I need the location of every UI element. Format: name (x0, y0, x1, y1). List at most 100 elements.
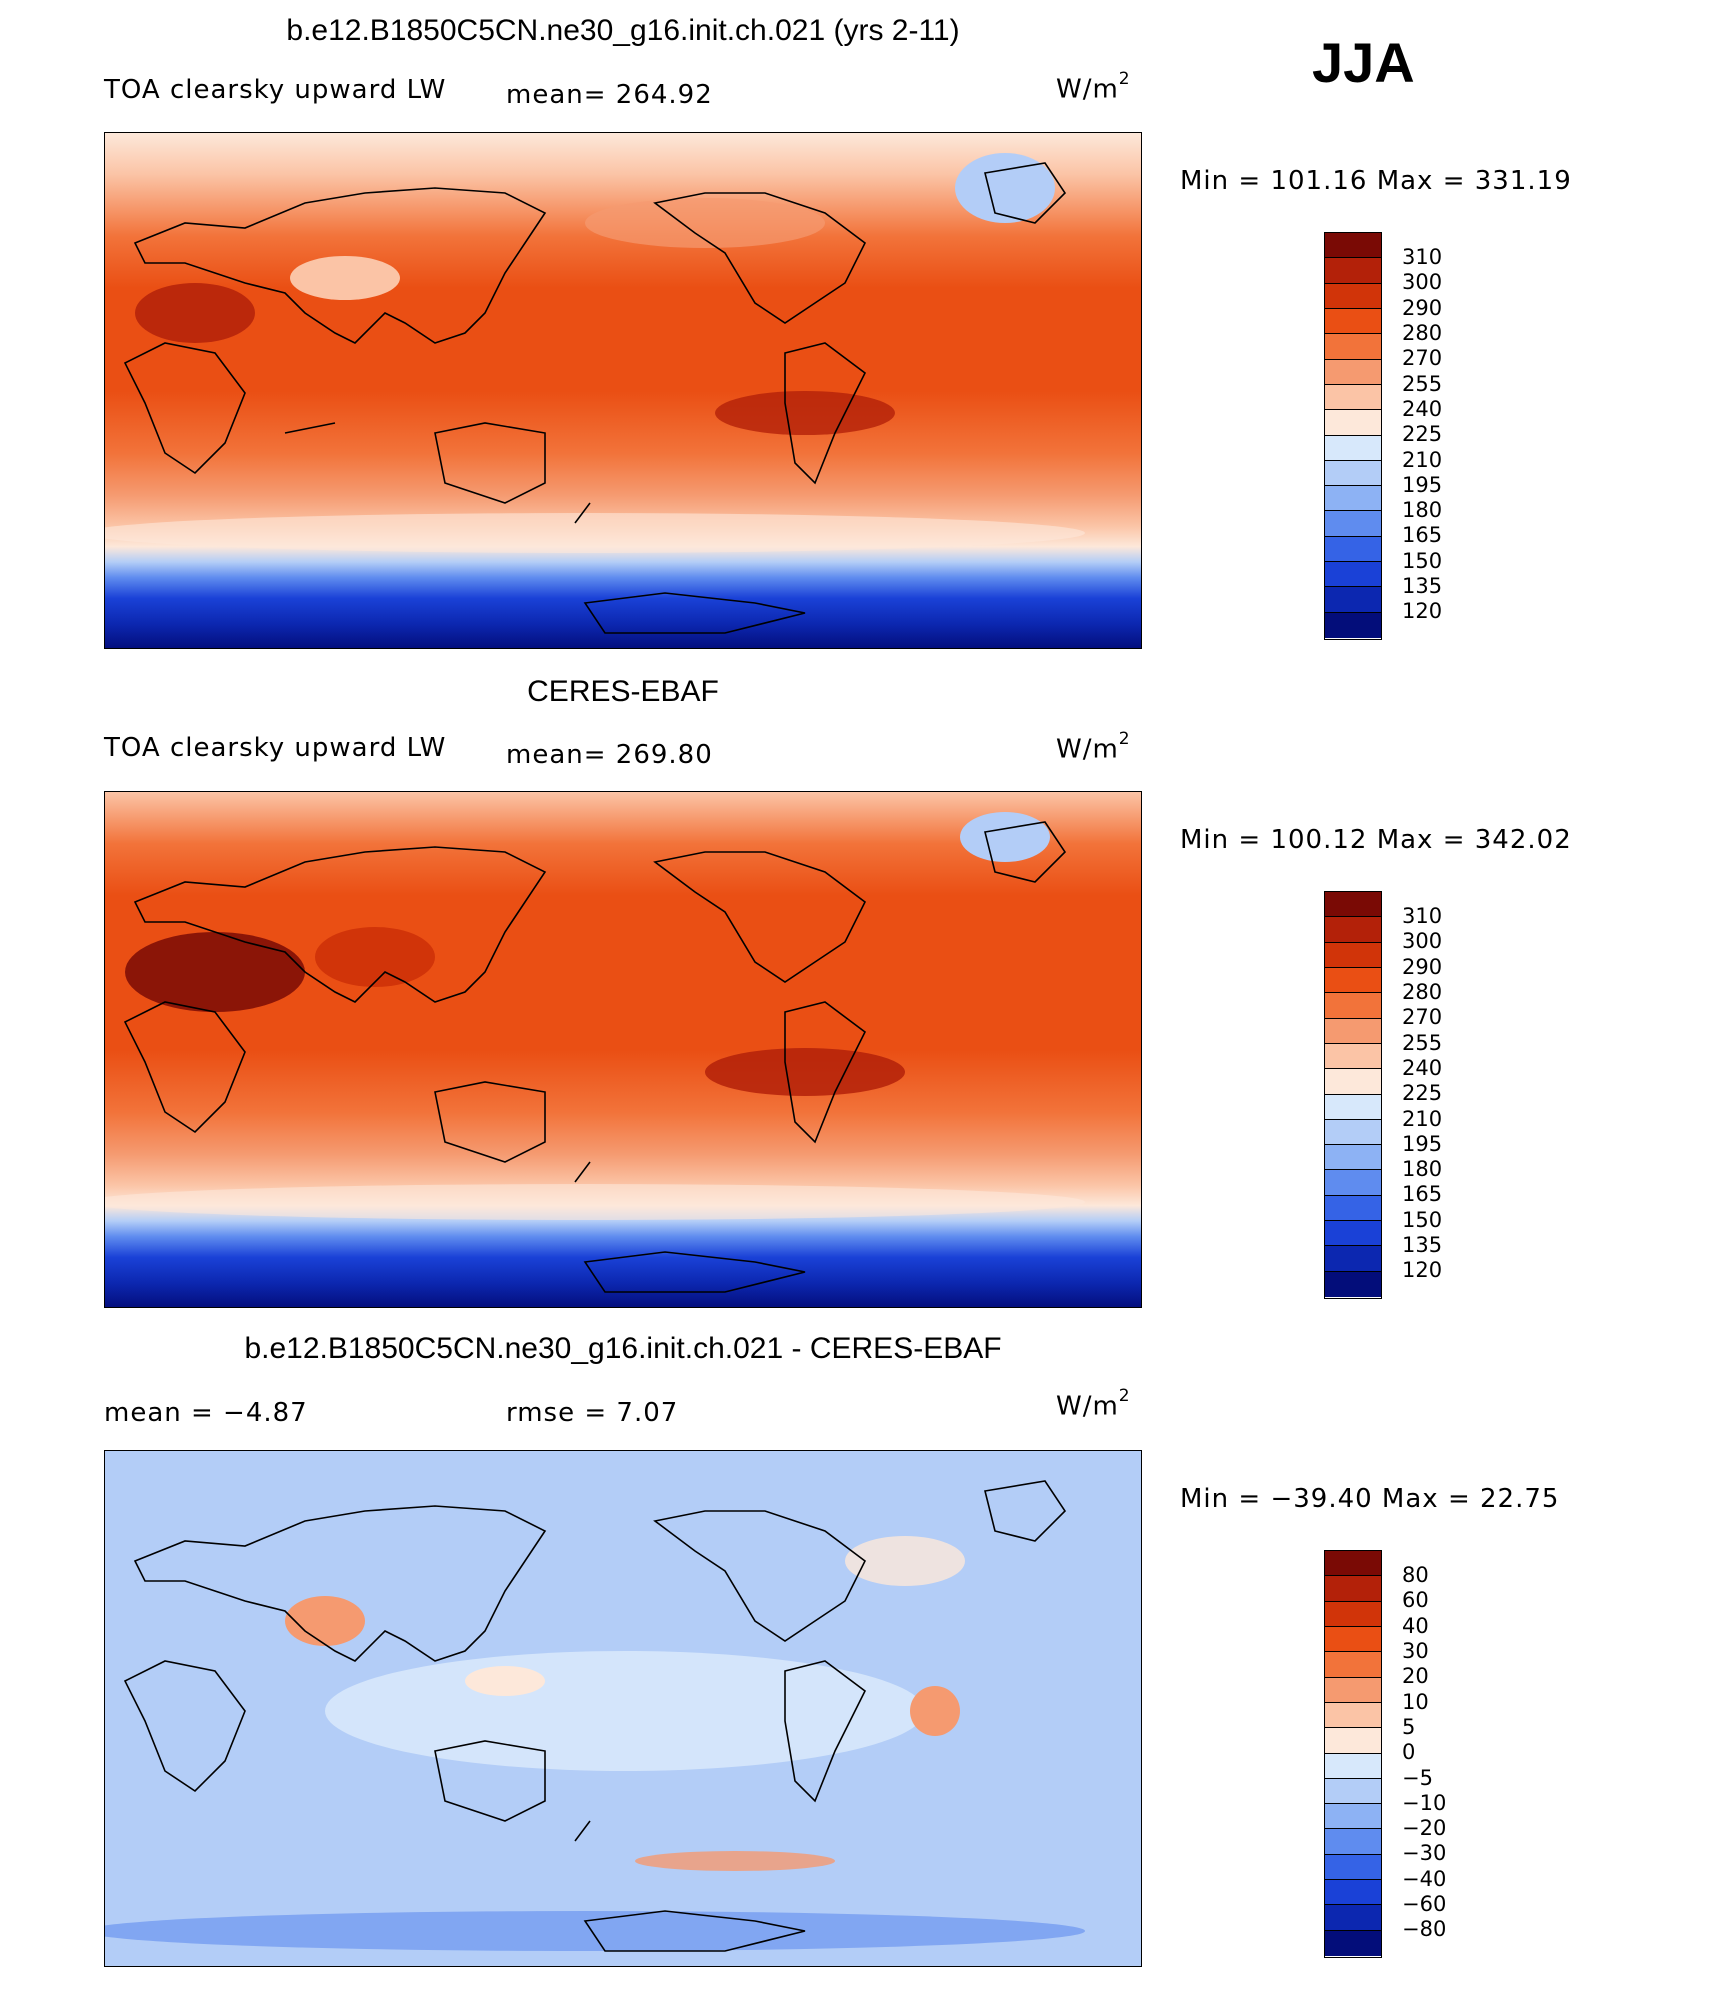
colorbar-swatch (1325, 1753, 1381, 1779)
colorbar-swatch (1325, 1778, 1381, 1805)
colorbar-swatch (1325, 435, 1381, 461)
colorbar-tick-label: 195 (1402, 472, 1443, 497)
panel-3-map (104, 1450, 1142, 1967)
colorbar-swatch (1325, 1626, 1381, 1653)
colorbar-tick-label: −80 (1402, 1917, 1447, 1942)
colorbar-tick-label: 225 (1402, 422, 1443, 447)
colorbar-swatch (1325, 942, 1381, 968)
colorbar-tick-label: 180 (1402, 1157, 1443, 1182)
colorbar-swatch (1325, 486, 1381, 512)
colorbar-swatch (1325, 1551, 1381, 1577)
colorbar-swatch (1325, 1576, 1381, 1602)
colorbar-tick-label: −30 (1402, 1841, 1447, 1866)
colorbar-swatch (1325, 334, 1381, 360)
colorbar-tick-label: 20 (1402, 1664, 1429, 1689)
colorbar-tick-label: 300 (1402, 929, 1443, 954)
colorbar-tick-label: 120 (1402, 1258, 1443, 1283)
colorbar-tick-label: 150 (1402, 548, 1443, 573)
panel-3-coastlines (123, 1480, 1067, 1952)
colorbar-swatch (1325, 993, 1381, 1019)
panel-1-variable-label: TOA clearsky upward LW (104, 75, 447, 105)
panel-1-colorbar (1324, 232, 1382, 640)
colorbar-tick-label: −60 (1402, 1892, 1447, 1917)
colorbar-swatch (1325, 1601, 1381, 1627)
panel-2-minmax: Min = 100.12 Max = 342.02 (1180, 825, 1572, 855)
panel-3-colorbar-labels: 80 60 40 30 20 10 5 0 −5 −10 −20 −30 −40 −60 −80 (1402, 1563, 1446, 1943)
colorbar-tick-label: 255 (1402, 371, 1443, 396)
colorbar-tick-label: 135 (1402, 574, 1443, 599)
colorbar-tick-label: 210 (1402, 447, 1443, 472)
colorbar-tick-label: 240 (1402, 1055, 1443, 1080)
colorbar-swatch (1325, 1854, 1381, 1881)
colorbar-swatch (1325, 308, 1381, 335)
colorbar-tick-label: 280 (1402, 979, 1443, 1004)
colorbar-swatch (1325, 258, 1381, 284)
colorbar-tick-label: 165 (1402, 523, 1443, 548)
colorbar-swatch (1325, 460, 1381, 487)
colorbar-swatch (1325, 1905, 1381, 1931)
panel-1-colorbar-labels: 310 300 290 280 270 255 240 225 210 195 180 165 150 1… (1402, 245, 1442, 625)
colorbar-tick-label: 310 (1402, 904, 1443, 928)
panel-1-minmax: Min = 101.16 Max = 331.19 (1180, 166, 1572, 196)
colorbar-swatch (1325, 233, 1381, 259)
colorbar-tick-label: 290 (1402, 295, 1443, 320)
colorbar-tick-label: 270 (1402, 346, 1443, 371)
colorbar-swatch (1325, 1930, 1381, 1956)
colorbar-tick-label: 240 (1402, 396, 1443, 421)
colorbar-swatch (1325, 587, 1381, 613)
panel-3-minmax: Min = −39.40 Max = 22.75 (1180, 1484, 1560, 1514)
colorbar-swatch (1325, 562, 1381, 588)
colorbar-tick-label: 5 (1402, 1714, 1416, 1739)
colorbar-tick-label: −10 (1402, 1790, 1447, 1815)
panel-1-map-svg (105, 133, 1141, 648)
panel-3-mean-label: mean = −4.87 (104, 1398, 308, 1428)
colorbar-swatch (1325, 892, 1381, 918)
colorbar-tick-label: 225 (1402, 1081, 1443, 1106)
colorbar-tick-label: 280 (1402, 320, 1443, 345)
panel-3-rmse-label: rmse = 7.07 (506, 1398, 679, 1428)
colorbar-swatch (1325, 1094, 1381, 1120)
colorbar-swatch (1325, 384, 1381, 411)
colorbar-swatch (1325, 1702, 1381, 1729)
colorbar-tick-label: 180 (1402, 498, 1443, 523)
colorbar-swatch (1325, 1195, 1381, 1222)
colorbar-swatch (1325, 1271, 1381, 1297)
panel-2-colorbar (1324, 891, 1382, 1299)
colorbar-tick-label: −20 (1402, 1816, 1447, 1841)
colorbar-swatch (1325, 612, 1381, 638)
colorbar-tick-label: 300 (1402, 270, 1443, 295)
colorbar-tick-label: 210 (1402, 1106, 1443, 1131)
colorbar-swatch (1325, 1018, 1381, 1044)
colorbar-tick-label: 135 (1402, 1233, 1443, 1258)
panel-2-mean-label: mean= 269.80 (506, 740, 713, 770)
colorbar-swatch (1325, 283, 1381, 309)
colorbar-swatch (1325, 511, 1381, 537)
panel-1-coastlines (123, 162, 1067, 634)
colorbar-swatch (1325, 1246, 1381, 1272)
colorbar-tick-label: 10 (1402, 1689, 1429, 1714)
panel-2-map (104, 791, 1142, 1308)
panel-3-map-svg (105, 1451, 1141, 1966)
colorbar-swatch (1325, 1829, 1381, 1855)
panel-2-variable-label: TOA clearsky upward LW (104, 733, 447, 763)
colorbar-tick-label: 165 (1402, 1182, 1443, 1207)
colorbar-swatch (1325, 1880, 1381, 1906)
panel-2-colorbar-labels: 310 300 290 280 270 255 240 225 210 195 180 165 150 1… (1402, 904, 1442, 1284)
colorbar-swatch (1325, 1677, 1381, 1703)
panel-2-coastlines (123, 821, 1067, 1293)
colorbar-swatch (1325, 1145, 1381, 1171)
panel-1-mean-label: mean= 264.92 (506, 80, 713, 110)
colorbar-tick-label: 270 (1402, 1005, 1443, 1030)
colorbar-swatch (1325, 1804, 1381, 1830)
colorbar-swatch (1325, 1043, 1381, 1070)
colorbar-tick-label: 150 (1402, 1207, 1443, 1232)
panel-2-title: CERES-EBAF (527, 675, 719, 708)
colorbar-tick-label: 80 (1402, 1563, 1429, 1587)
colorbar-tick-label: 0 (1402, 1740, 1416, 1765)
panel-1-map (104, 132, 1142, 649)
colorbar-tick-label: 195 (1402, 1131, 1443, 1156)
colorbar-tick-label: 120 (1402, 599, 1443, 624)
colorbar-swatch (1325, 410, 1381, 436)
colorbar-tick-label: 30 (1402, 1638, 1429, 1663)
colorbar-swatch (1325, 1728, 1381, 1754)
